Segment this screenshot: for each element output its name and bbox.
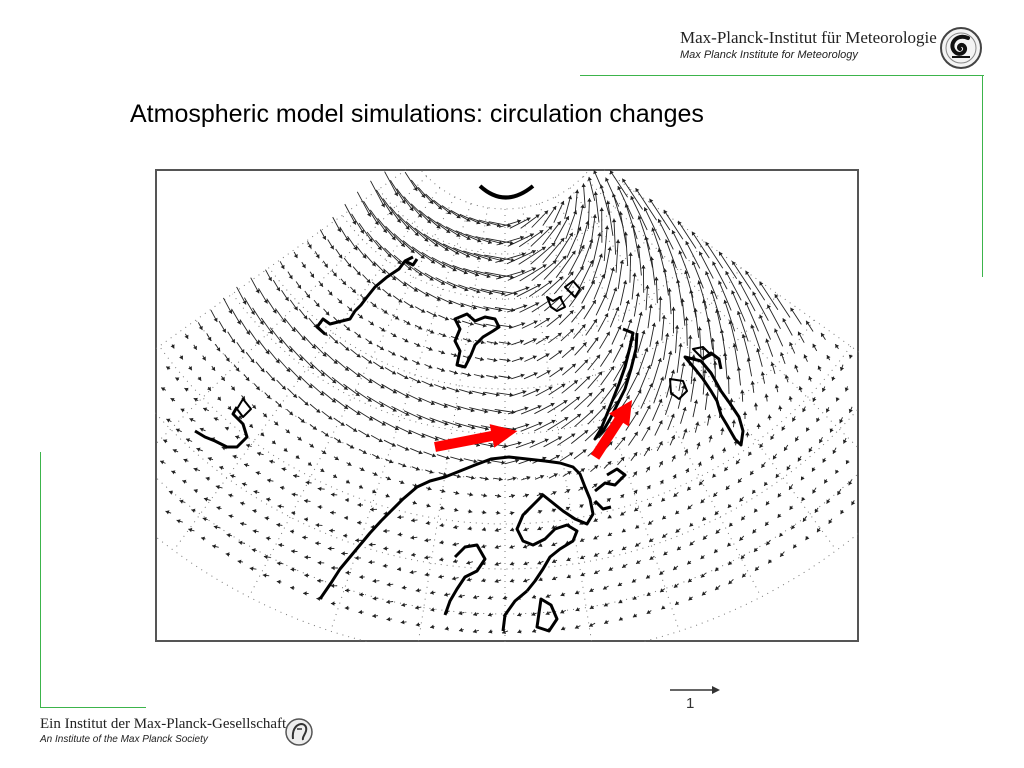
header-rule-vertical	[982, 75, 983, 277]
slide-title: Atmospheric model simulations: circulati…	[130, 100, 704, 129]
circulation-map	[155, 169, 859, 642]
minerva-logo-icon	[284, 717, 314, 747]
footer-rule	[40, 707, 146, 708]
footer-rule-vertical	[40, 452, 41, 708]
society-name-german: Ein Institut der Max-Planck-Gesellschaft	[40, 716, 286, 733]
map-frame-border	[156, 170, 858, 641]
mpi-meteorology-logo-icon	[938, 25, 984, 71]
institute-name-german: Max-Planck-Institut für Meteorologie	[680, 28, 937, 48]
society-name-english: An Institute of the Max Planck Society	[40, 734, 208, 745]
header-rule	[580, 75, 984, 76]
reference-vector-label: 1	[686, 695, 694, 712]
institute-name-english: Max Planck Institute for Meteorology	[680, 49, 858, 61]
reference-vector-arrow	[668, 684, 722, 696]
